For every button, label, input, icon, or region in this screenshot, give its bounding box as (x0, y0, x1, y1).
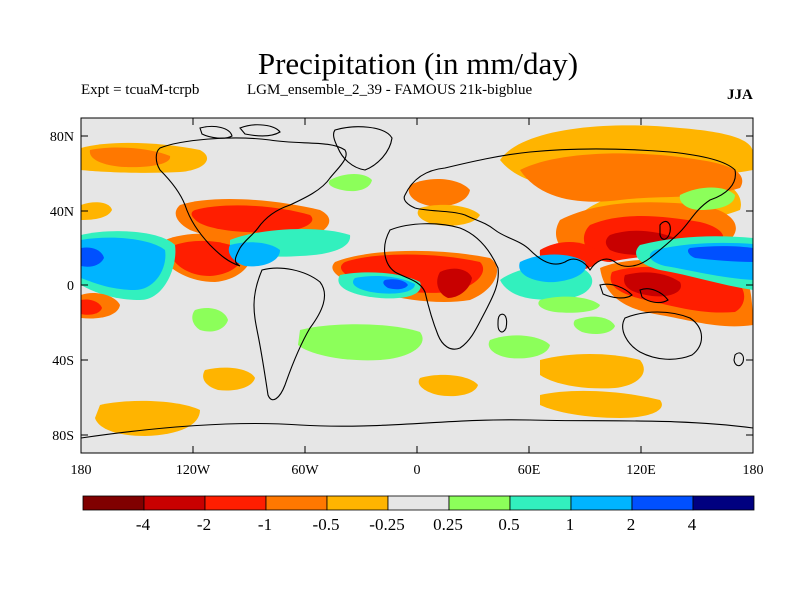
season-label: JJA (727, 87, 753, 103)
lon-label-180w: 180 (71, 463, 92, 478)
colorbar-label: -2 (197, 515, 211, 534)
anomaly-blue-c-pacific (81, 247, 104, 267)
colorbar-swatch (326, 495, 389, 511)
anomaly-red-e-pacific (170, 240, 243, 276)
colorbar-swatch (265, 495, 328, 511)
coast-africa (384, 223, 499, 350)
colorbar-label: -0.25 (369, 515, 404, 534)
lat-label-80n: 80N (50, 130, 74, 145)
colorbar-swatch (387, 495, 450, 511)
coast-europe-asia (403, 148, 736, 272)
anomaly-green-indonesia (573, 316, 615, 334)
lon-label-0: 0 (414, 463, 421, 478)
anomaly-red-s-pacific (81, 299, 102, 315)
anomaly-darkorange-europe (408, 178, 470, 207)
lat-label-0: 0 (67, 279, 74, 294)
coast-new-zealand (733, 352, 744, 367)
coast-south-america (253, 267, 325, 401)
colorbar-label: 0.5 (498, 515, 519, 534)
lat-label-80s: 80S (52, 429, 74, 444)
coast-greenland (333, 126, 393, 171)
lon-label-120w: 120W (176, 463, 211, 478)
colorbar-swatch (509, 495, 572, 511)
colorbar (82, 495, 755, 511)
anomaly-orange-s-australia (540, 354, 644, 389)
colorbar-swatch (631, 495, 694, 511)
anomaly-orange-n-pacific (81, 202, 112, 220)
anomaly-green-ne-asia (679, 187, 735, 210)
lon-label-120e: 120E (626, 463, 656, 478)
lat-label-40n: 40N (50, 205, 74, 220)
anomaly-blue-eq-atlantic (383, 279, 408, 290)
anomaly-darkred-wpac (624, 272, 681, 297)
colorbar-label: 0.25 (433, 515, 463, 534)
colorbar-label: 2 (627, 515, 636, 534)
anomaly-lightblue-indian-ocean (519, 254, 586, 283)
colorbar-swatch (143, 495, 206, 511)
colorbar-label: 1 (566, 515, 575, 534)
colorbar-label: -4 (136, 515, 151, 534)
colorbar-label: -1 (258, 515, 272, 534)
anomaly-darkorange-alaska (89, 147, 171, 168)
lon-label-60w: 60W (291, 463, 319, 478)
anomaly-orange-antarctic-atlantic (418, 374, 478, 397)
coast-antarctica (81, 419, 753, 439)
plot-title: Precipitation (in mm/day) (257, 46, 579, 81)
colorbar-swatch (82, 495, 145, 511)
colorbar-label: -0.5 (313, 515, 340, 534)
anomaly-lightblue-caribbean (228, 242, 280, 267)
coast-north-america (155, 137, 347, 267)
coast-arctic-islands (199, 124, 281, 139)
ensemble-label: LGM_ensemble_2_39 - FAMOUS 21k-bigblue (247, 82, 533, 98)
colorbar-labels: -4 -2 -1 -0.5 -0.25 0.25 0.5 1 2 4 (136, 515, 697, 534)
colorbar-label: 4 (688, 515, 697, 534)
coastlines (81, 124, 753, 439)
anomaly-green-s-pacific (192, 308, 228, 332)
colorbar-swatch (692, 495, 755, 511)
anomaly-darkred-africa (437, 268, 472, 298)
anomaly-green-s-indian-ocean (488, 335, 550, 359)
anomaly-green-indian-ocean (538, 296, 600, 313)
coast-australia (622, 311, 703, 360)
anomaly-darkorange-siberia (520, 153, 743, 202)
anomaly-orange-s-america-east (203, 367, 255, 391)
lat-label-40s: 40S (52, 354, 74, 369)
coast-indonesia (599, 283, 669, 304)
longitude-ticks (80, 118, 754, 453)
anomaly-orange-southern-ocean (540, 390, 662, 418)
anomaly-blue-npac (687, 246, 753, 262)
lon-label-60e: 60E (518, 463, 541, 478)
experiment-label: Expt = tcuaM-tcrpb (81, 82, 200, 98)
precip-anomaly-field (81, 124, 753, 439)
coast-madagascar (497, 313, 508, 333)
anomaly-red-us (191, 205, 313, 233)
colorbar-swatch (448, 495, 511, 511)
lon-label-180e: 180 (743, 463, 764, 478)
coast-japan (659, 220, 671, 240)
anomaly-green-s-atlantic (298, 324, 423, 361)
latitude-ticks (81, 135, 753, 436)
anomaly-green-n-atlantic (328, 174, 372, 192)
colorbar-swatch (204, 495, 267, 511)
anomaly-lightblue-c-pacific (81, 237, 166, 290)
colorbar-swatch (570, 495, 633, 511)
